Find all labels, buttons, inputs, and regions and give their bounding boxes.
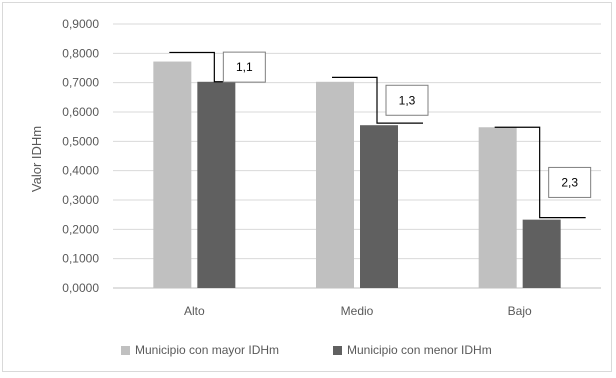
legend-swatch	[121, 346, 130, 355]
annotation-box	[548, 166, 592, 198]
bar	[478, 127, 517, 289]
y-tick-label: 0,1000	[62, 252, 99, 266]
gridlines	[113, 23, 601, 289]
y-tick-label: 0,0000	[62, 281, 99, 295]
x-tick-label: Alto	[184, 304, 205, 318]
bar	[197, 81, 236, 288]
y-tick-label: 0,4000	[62, 164, 99, 178]
y-tick-label: 0,8000	[62, 46, 99, 60]
legend-label: Municipio con menor IDHm	[347, 343, 492, 357]
annotation-box	[222, 51, 266, 83]
bar	[360, 125, 398, 288]
bars	[153, 61, 561, 289]
y-tick-label: 0,5000	[62, 134, 99, 148]
y-tick-label: 0,3000	[62, 193, 99, 207]
legend-label: Municipio con mayor IDHm	[135, 343, 279, 357]
y-tick-label: 0,9000	[62, 17, 99, 31]
annotation-box	[385, 84, 429, 116]
y-tick-label: 0,7000	[62, 76, 99, 90]
bar-chart: 0,0000 0,1000 0,2000 0,3000 0,4000 0,5000 0,60…	[29, 17, 601, 357]
difference-bracket	[332, 76, 423, 124]
y-axis-label: Valor IDHm	[29, 126, 44, 192]
bar	[153, 61, 192, 289]
chart-frame: 0,0000 0,1000 0,2000 0,3000 0,4000 0,5000 0,60…	[2, 2, 612, 372]
annotations: 1,1 1,3 2,3	[169, 51, 592, 219]
annotation-label: 2,3	[561, 175, 578, 189]
difference-bracket	[494, 126, 586, 219]
x-tick-label: Medio	[341, 304, 374, 318]
annotation-label: 1,3	[399, 93, 416, 107]
y-tick-labels: 0,0000 0,1000 0,2000 0,3000 0,4000 0,5000 0,60…	[62, 17, 99, 295]
bar	[522, 219, 561, 288]
legend-swatch	[333, 346, 342, 355]
y-tick-label: 0,2000	[62, 222, 99, 236]
legend: Municipio con mayor IDHm Municipio con me…	[121, 343, 492, 357]
y-tick-label: 0,6000	[62, 105, 99, 119]
x-tick-label: Bajo	[508, 304, 532, 318]
x-tick-labels: Alto Medio Bajo	[184, 304, 532, 318]
bar	[316, 81, 354, 288]
annotation-label: 1,1	[236, 60, 253, 74]
